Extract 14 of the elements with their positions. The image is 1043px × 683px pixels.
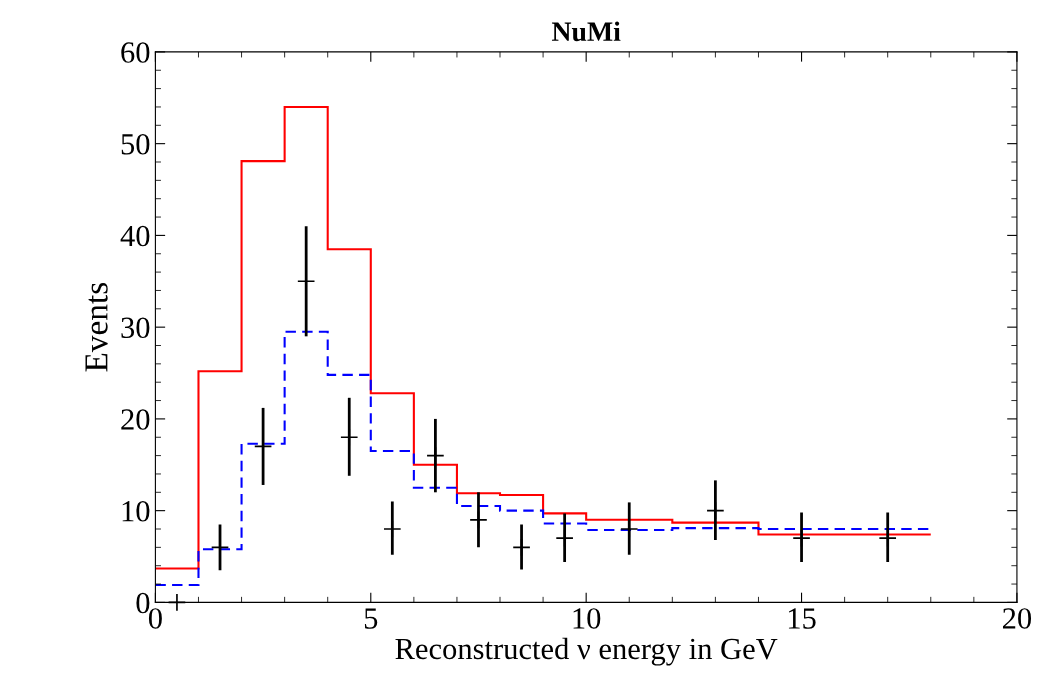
x-tick-label: 20 <box>1002 608 1032 629</box>
y-axis-title: Events <box>85 283 108 372</box>
y-tick-label: 50 <box>121 133 150 155</box>
y-tick-label: 0 <box>136 592 150 614</box>
x-tick-label: 5 <box>364 608 378 629</box>
y-tick-label: 30 <box>121 317 150 339</box>
x-tick-label: 10 <box>573 608 601 629</box>
y-tick-label: 10 <box>122 500 150 522</box>
x-tick-label: 15 <box>788 608 816 629</box>
chart-title: NuMi <box>551 21 621 42</box>
y-tick-label: 20 <box>121 409 150 430</box>
x-axis-title: Reconstructed ν energy in GeV <box>395 637 778 666</box>
y-tick-label: 40 <box>120 225 150 247</box>
y-tick-label: 60 <box>121 42 150 63</box>
